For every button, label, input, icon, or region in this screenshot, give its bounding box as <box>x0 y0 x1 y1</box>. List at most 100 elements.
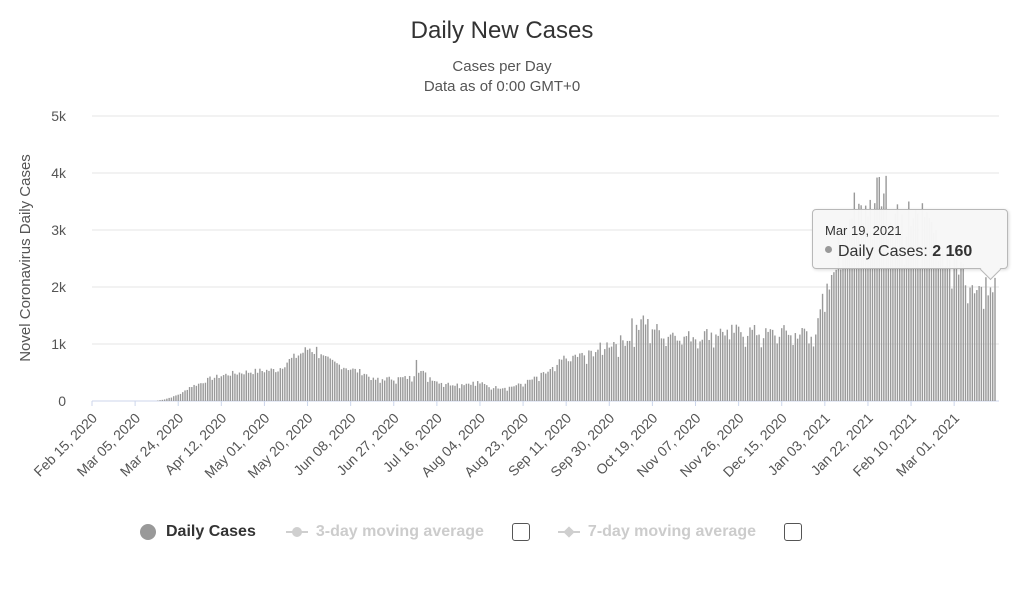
bar[interactable] <box>535 376 538 401</box>
bar[interactable] <box>243 374 245 401</box>
bar[interactable] <box>783 325 785 401</box>
bar[interactable] <box>320 354 322 401</box>
bar[interactable] <box>892 229 894 401</box>
bar[interactable] <box>901 214 903 401</box>
bar[interactable] <box>776 343 778 401</box>
bar[interactable] <box>973 293 976 401</box>
bar[interactable] <box>742 336 744 401</box>
bar[interactable] <box>774 335 776 402</box>
bar[interactable] <box>236 374 238 401</box>
bar[interactable] <box>193 384 195 401</box>
bar[interactable] <box>969 287 971 401</box>
bar[interactable] <box>286 362 288 401</box>
bar[interactable] <box>672 332 674 401</box>
bar[interactable] <box>740 332 742 401</box>
bar[interactable] <box>594 352 597 401</box>
bar[interactable] <box>874 203 876 401</box>
bar[interactable] <box>910 225 912 401</box>
bar[interactable] <box>411 381 413 401</box>
bar[interactable] <box>867 216 869 401</box>
bar[interactable] <box>259 368 261 401</box>
bar[interactable] <box>633 346 635 401</box>
bar[interactable] <box>254 368 257 401</box>
bar[interactable] <box>801 328 803 401</box>
bar[interactable] <box>270 368 272 401</box>
bar[interactable] <box>229 375 232 401</box>
bar[interactable] <box>440 382 443 401</box>
bar[interactable] <box>853 192 856 401</box>
bar[interactable] <box>939 256 942 401</box>
bar[interactable] <box>790 335 792 401</box>
bar[interactable] <box>436 381 438 402</box>
bar[interactable] <box>583 355 586 401</box>
bar[interactable] <box>377 377 379 401</box>
bar[interactable] <box>889 222 892 401</box>
bar[interactable] <box>851 218 853 401</box>
bar[interactable] <box>849 219 851 401</box>
bar[interactable] <box>622 340 624 401</box>
bar[interactable] <box>216 374 218 401</box>
bar[interactable] <box>733 332 735 401</box>
bar[interactable] <box>209 376 211 401</box>
bar[interactable] <box>669 334 672 401</box>
bar[interactable] <box>737 326 740 401</box>
bar[interactable] <box>701 339 704 401</box>
bar[interactable] <box>980 286 983 401</box>
bar[interactable] <box>690 341 692 401</box>
bar[interactable] <box>912 218 915 401</box>
legend-item-daily-cases[interactable]: Daily Cases <box>140 523 256 541</box>
bar[interactable] <box>724 335 726 401</box>
bar[interactable] <box>715 334 717 401</box>
bar[interactable] <box>513 386 515 401</box>
bar[interactable] <box>302 352 304 401</box>
bar[interactable] <box>604 349 606 401</box>
bar[interactable] <box>452 385 454 401</box>
bar[interactable] <box>565 358 567 401</box>
bar[interactable] <box>213 377 216 401</box>
bar[interactable] <box>424 372 427 401</box>
bar[interactable] <box>989 287 992 401</box>
bar[interactable] <box>869 199 871 401</box>
bar[interactable] <box>610 346 613 401</box>
bar[interactable] <box>840 269 842 401</box>
bar[interactable] <box>449 385 452 401</box>
bar[interactable] <box>855 234 858 401</box>
bar[interactable] <box>921 203 924 401</box>
bar[interactable] <box>712 347 715 401</box>
bar[interactable] <box>318 358 320 401</box>
bar[interactable] <box>275 372 277 401</box>
bar[interactable] <box>751 329 753 401</box>
bar[interactable] <box>195 385 198 401</box>
bar[interactable] <box>649 343 651 401</box>
bar[interactable] <box>304 347 306 401</box>
bar[interactable] <box>658 330 660 401</box>
bar[interactable] <box>431 380 434 401</box>
bar[interactable] <box>871 239 874 401</box>
bar[interactable] <box>261 371 263 401</box>
bar[interactable] <box>951 288 953 401</box>
bar[interactable] <box>327 356 329 401</box>
bar[interactable] <box>703 331 706 401</box>
bar[interactable] <box>175 395 177 401</box>
bar[interactable] <box>635 324 638 401</box>
bar[interactable] <box>336 363 338 401</box>
bar[interactable] <box>860 205 862 401</box>
bar[interactable] <box>186 389 188 401</box>
bar[interactable] <box>334 361 336 401</box>
bar[interactable] <box>538 381 540 401</box>
bar[interactable] <box>767 331 769 401</box>
bar[interactable] <box>878 176 880 401</box>
bar[interactable] <box>554 371 556 401</box>
bar[interactable] <box>517 383 520 401</box>
bar[interactable] <box>567 361 570 401</box>
bar[interactable] <box>499 388 502 401</box>
bar[interactable] <box>933 233 935 401</box>
bar[interactable] <box>958 274 960 401</box>
bar[interactable] <box>765 328 767 401</box>
bar[interactable] <box>306 349 309 401</box>
bar[interactable] <box>615 344 617 401</box>
bar[interactable] <box>883 193 885 401</box>
bar[interactable] <box>692 337 694 401</box>
bar[interactable] <box>794 333 797 401</box>
bar[interactable] <box>930 221 933 401</box>
